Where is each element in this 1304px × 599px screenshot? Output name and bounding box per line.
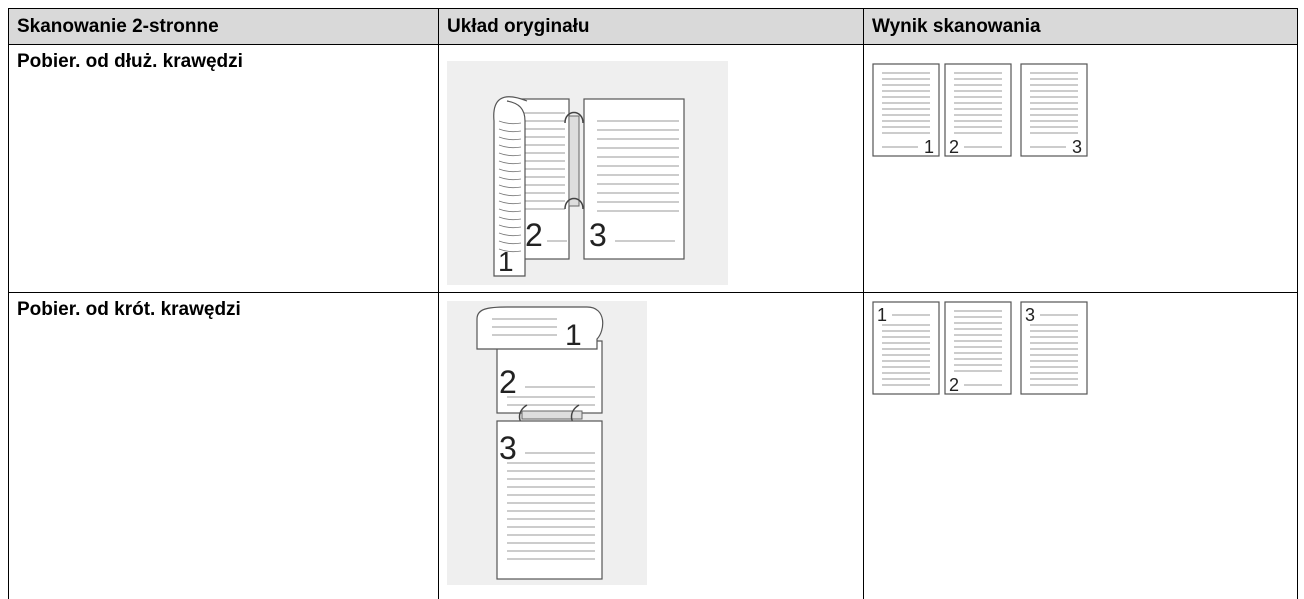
- illustration: 1 2 3: [872, 301, 1094, 397]
- row-label: Pobier. od dłuż. krawędzi: [9, 45, 439, 293]
- row-label: Pobier. od krót. krawędzi: [9, 293, 439, 599]
- cell: 2 1 3: [439, 293, 864, 599]
- illustration: 2 1 3: [447, 301, 647, 585]
- page-number: 2: [499, 364, 517, 400]
- page-number: 3: [1025, 305, 1035, 325]
- page-number: 2: [949, 375, 959, 395]
- binding-bar: [569, 116, 579, 206]
- page-number: 3: [1072, 137, 1082, 157]
- table-row: Pobier. od krót. krawędzi 2 1 3 1 2 3: [9, 293, 1298, 599]
- header-cell: Skanowanie 2-stronne: [9, 9, 439, 45]
- page-number: 3: [499, 430, 517, 466]
- curled-page: [477, 307, 603, 349]
- page-number: 1: [565, 319, 582, 352]
- page-number: 1: [498, 246, 514, 277]
- page-number: 1: [877, 305, 887, 325]
- scan-table: Skanowanie 2-stronne Układ oryginału Wyn…: [8, 8, 1298, 599]
- header-cell: Układ oryginału: [439, 9, 864, 45]
- cell: 1 2 3: [864, 293, 1298, 599]
- page-number: 2: [525, 217, 543, 253]
- page-number: 2: [949, 137, 959, 157]
- page-number: 3: [589, 217, 607, 253]
- header-cell: Wynik skanowania: [864, 9, 1298, 45]
- header-row: Skanowanie 2-stronne Układ oryginału Wyn…: [9, 9, 1298, 45]
- illustration: 21 3: [447, 61, 728, 285]
- page-number: 1: [924, 137, 934, 157]
